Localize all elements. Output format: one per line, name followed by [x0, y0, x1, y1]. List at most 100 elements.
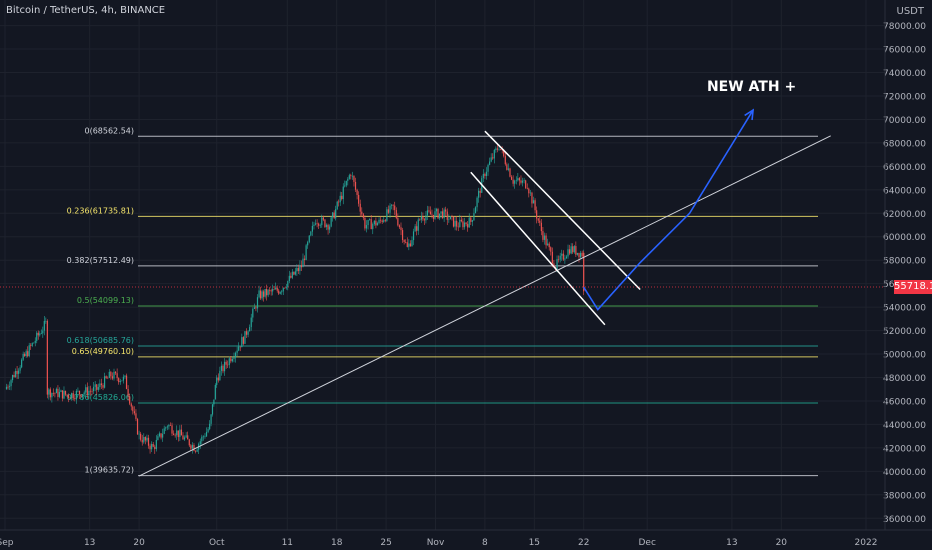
candle-body [350, 175, 352, 177]
candle-body [272, 288, 274, 292]
candle-body [74, 398, 76, 399]
candle-body [299, 265, 301, 271]
candle-body [470, 217, 472, 222]
candle-body [548, 243, 550, 248]
y-tick-label: 40000.00 [883, 468, 926, 478]
candle-body [406, 242, 408, 247]
candle-body [520, 180, 522, 183]
candle-body [365, 225, 368, 229]
x-tick-label: 25 [380, 538, 391, 548]
candle-body [196, 449, 198, 452]
candle-body [408, 243, 410, 247]
candle-body [258, 290, 260, 298]
candle-body [102, 385, 104, 388]
x-tick-label: 13 [726, 538, 737, 548]
price-axis[interactable]: 36000.00 38000.00 40000.00 42000.00 44000.00… [883, 0, 926, 530]
candle-body [168, 424, 170, 427]
candle-body [378, 219, 380, 224]
candle-body [307, 242, 309, 246]
candle-body [540, 222, 542, 232]
candle-body [103, 376, 106, 388]
candle-body [270, 290, 272, 292]
candle-body [288, 275, 290, 282]
fib-label: 1(39635.72) [84, 466, 134, 475]
candle-body [140, 433, 142, 440]
candle-body [324, 219, 326, 228]
candle-body [351, 175, 353, 177]
candle-body [119, 380, 121, 383]
channel-lower-line [470, 171, 606, 326]
candle-body [241, 337, 243, 348]
candle-body [231, 359, 234, 362]
time-axis[interactable]: Sep 13 20 Oct 11 18 25 Nov 8 15 22 Dec 13 20 2022 [0, 529, 932, 548]
candle-body [448, 219, 450, 220]
candle-body [344, 185, 346, 187]
candle-body [96, 384, 98, 390]
x-tick-label: 2022 [855, 538, 878, 548]
candle-body [210, 414, 212, 424]
candle-body [353, 175, 355, 182]
candle-body [46, 320, 48, 327]
currency-label[interactable]: USDT [896, 6, 924, 17]
candle-body [179, 429, 181, 438]
projection-arrowhead [744, 108, 755, 121]
candle-body [71, 393, 73, 399]
candle-body [330, 217, 332, 227]
fib-levels: 0(68562.54) 0.236(61735.81) 0.382(57512.49… [67, 126, 818, 477]
y-tick-label: 38000.00 [883, 491, 926, 501]
fib-label: 0(68562.54) [84, 126, 134, 135]
candle-body [279, 292, 281, 294]
candle-body [169, 424, 172, 426]
candle-body [487, 164, 489, 172]
candle-body [449, 216, 451, 220]
candle-body [321, 217, 323, 226]
candle-body [468, 217, 470, 228]
y-tick-label: 42000.00 [883, 444, 926, 454]
x-tick-label: 13 [84, 538, 95, 548]
candle-body [460, 219, 462, 222]
last-price-tag: 55718.19 [894, 279, 932, 294]
candle-body [242, 337, 244, 344]
candle-body [144, 437, 146, 441]
candle-body [276, 287, 278, 291]
candle-body [335, 209, 337, 219]
candle-body [342, 186, 344, 200]
candle-body [110, 371, 112, 377]
candle-body [462, 221, 464, 228]
candle-body [514, 180, 516, 184]
candle-body [66, 394, 68, 396]
candle-body [318, 223, 320, 226]
candle-body [213, 399, 215, 405]
candle-body [202, 436, 204, 438]
x-tick-label: 22 [578, 538, 589, 548]
candle-body [207, 429, 209, 432]
candle-body [182, 435, 184, 440]
x-tick-label: 18 [331, 538, 343, 548]
candle-body [264, 288, 266, 297]
candle-body [152, 444, 154, 447]
y-tick-label: 78000.00 [883, 22, 926, 32]
candle-body [108, 371, 110, 378]
candle-body [529, 192, 531, 194]
candle-body [40, 333, 42, 334]
candle-body [362, 214, 364, 218]
y-tick-label: 68000.00 [883, 139, 926, 149]
candle-body [121, 380, 123, 382]
candle-body [333, 212, 335, 219]
candle-body [419, 219, 421, 221]
candle-body [86, 387, 88, 396]
candle-body [553, 263, 555, 268]
candle-body [174, 434, 176, 436]
candle-body [579, 252, 582, 258]
candle-body [176, 430, 178, 436]
x-tick-label: Dec [639, 538, 656, 548]
candle-body [256, 297, 259, 309]
candle-body [124, 375, 126, 377]
candle-body [568, 249, 571, 254]
candle-body [160, 433, 162, 438]
candle-body [193, 444, 195, 451]
candle-body [509, 168, 511, 177]
candle-body [405, 241, 407, 243]
candle-body [531, 192, 533, 204]
